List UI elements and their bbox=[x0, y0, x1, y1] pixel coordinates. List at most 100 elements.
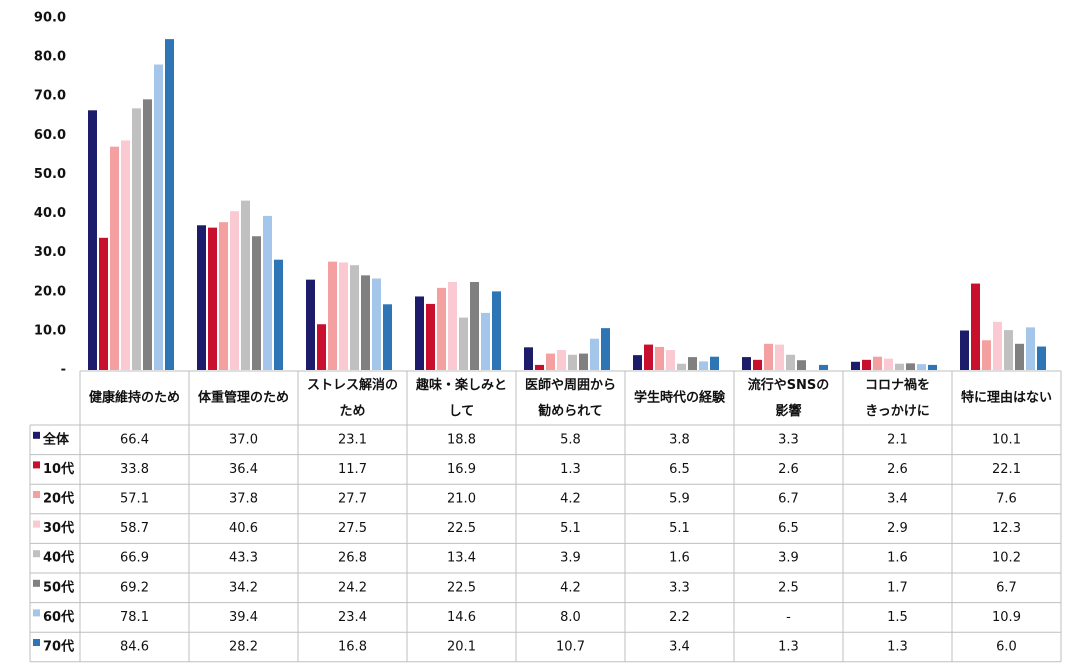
x-tick-label: 学生時代の経験 bbox=[634, 390, 726, 406]
bar bbox=[252, 236, 261, 370]
bar bbox=[383, 304, 392, 370]
y-tick-label: 30.0 bbox=[34, 245, 66, 260]
bar bbox=[710, 356, 719, 370]
bar bbox=[110, 146, 119, 370]
bar bbox=[121, 140, 130, 370]
table-value: 1.3 bbox=[560, 462, 581, 477]
table-value: 6.5 bbox=[778, 521, 799, 536]
bar bbox=[982, 340, 991, 370]
table-value: 66.9 bbox=[120, 551, 149, 566]
x-tick-label: 特に理由はない bbox=[961, 390, 1052, 406]
table-value: 5.8 bbox=[560, 432, 581, 447]
bar bbox=[263, 215, 272, 370]
bar bbox=[786, 354, 795, 370]
bar bbox=[797, 360, 806, 370]
table-value: 16.9 bbox=[447, 462, 476, 477]
legend-swatch bbox=[33, 491, 40, 498]
y-tick-label: 70.0 bbox=[34, 89, 66, 104]
table-value: 27.7 bbox=[338, 492, 367, 507]
table-value: 10.7 bbox=[556, 640, 585, 655]
table-value: 2.9 bbox=[887, 521, 908, 536]
legend-label: 60代 bbox=[43, 609, 74, 625]
bar bbox=[655, 346, 664, 370]
table-value: 1.7 bbox=[887, 580, 908, 595]
table-value: 8.0 bbox=[560, 610, 581, 625]
table-value: 3.8 bbox=[669, 432, 690, 447]
bar bbox=[219, 222, 228, 370]
table-value: 4.2 bbox=[560, 580, 581, 595]
table-value: 39.4 bbox=[229, 610, 258, 625]
bar bbox=[699, 361, 708, 370]
legend-swatch bbox=[33, 520, 40, 528]
legend-label: 50代 bbox=[43, 579, 74, 595]
table-value: 10.9 bbox=[992, 610, 1021, 625]
table-value: 23.4 bbox=[338, 610, 367, 625]
bar bbox=[688, 357, 697, 370]
table-value: 3.9 bbox=[778, 551, 799, 566]
table-value: 3.4 bbox=[887, 492, 908, 507]
table-value: 21.0 bbox=[447, 492, 476, 507]
bar bbox=[350, 265, 359, 370]
legend-label: 30代 bbox=[43, 520, 74, 536]
table-value: 13.4 bbox=[447, 551, 476, 566]
table-value: 2.2 bbox=[669, 610, 690, 625]
x-tick-label: ストレス解消のため bbox=[307, 377, 398, 419]
bar bbox=[328, 261, 337, 370]
table-value: 1.6 bbox=[669, 551, 690, 566]
bar bbox=[143, 99, 152, 371]
table-value: 12.3 bbox=[992, 521, 1021, 536]
legend-swatch bbox=[33, 609, 40, 617]
table-value: 1.6 bbox=[887, 551, 908, 566]
bar bbox=[1015, 343, 1024, 370]
bar bbox=[644, 344, 653, 370]
bar bbox=[753, 359, 762, 370]
bar bbox=[906, 363, 915, 370]
bar bbox=[601, 328, 610, 370]
bar bbox=[208, 227, 217, 370]
legend-swatch bbox=[33, 579, 40, 587]
table-value: 3.9 bbox=[560, 551, 581, 566]
table-value: 22.5 bbox=[447, 580, 476, 595]
table-value: 6.7 bbox=[778, 492, 799, 507]
bar bbox=[884, 358, 893, 370]
table-value: 36.4 bbox=[229, 462, 258, 477]
table-value: 1.5 bbox=[887, 610, 908, 625]
bar bbox=[274, 259, 283, 370]
bar bbox=[132, 108, 141, 370]
bar bbox=[88, 110, 97, 371]
legend-label: 20代 bbox=[43, 491, 74, 507]
table-value: 11.7 bbox=[338, 462, 367, 477]
table-value: 18.8 bbox=[447, 432, 476, 447]
table-value: 2.6 bbox=[778, 462, 799, 477]
table-value: 6.0 bbox=[996, 640, 1017, 655]
bar bbox=[165, 39, 174, 371]
table-value: 6.5 bbox=[669, 462, 690, 477]
bar bbox=[590, 338, 599, 370]
bar bbox=[917, 364, 926, 370]
bar bbox=[633, 355, 642, 370]
legend-swatch bbox=[33, 639, 40, 646]
table-value: 22.1 bbox=[992, 462, 1021, 477]
table-value: 23.1 bbox=[338, 432, 367, 447]
bar bbox=[546, 353, 555, 370]
bar bbox=[306, 279, 315, 370]
y-tick-label: 80.0 bbox=[34, 50, 66, 65]
table-value: 14.6 bbox=[447, 610, 476, 625]
bar bbox=[971, 283, 980, 370]
y-tick-label: - bbox=[61, 363, 66, 378]
legend-label: 70代 bbox=[43, 639, 74, 655]
bar bbox=[230, 211, 239, 370]
bar bbox=[819, 364, 828, 370]
legend-swatch bbox=[33, 461, 40, 469]
x-tick-label: コロナ禍をきっかけに bbox=[865, 377, 930, 419]
table-value: 20.1 bbox=[447, 640, 476, 655]
bar bbox=[1026, 327, 1035, 370]
table-value: 33.8 bbox=[120, 462, 149, 477]
table-value: 16.8 bbox=[338, 640, 367, 655]
bar bbox=[895, 363, 904, 370]
table-value: 22.5 bbox=[447, 521, 476, 536]
table-value: 26.8 bbox=[338, 551, 367, 566]
table-value: 10.2 bbox=[992, 551, 1021, 566]
x-tick-label: 医師や周囲から勧められて bbox=[525, 377, 616, 419]
